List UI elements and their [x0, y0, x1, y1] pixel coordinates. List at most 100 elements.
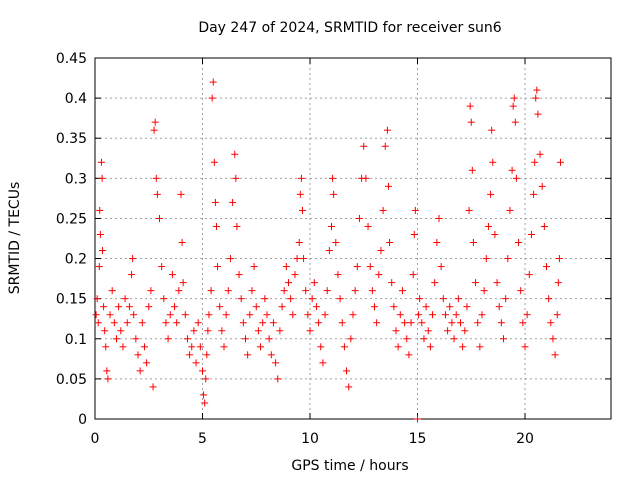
data-point [244, 351, 252, 359]
data-point [125, 303, 133, 311]
data-point [194, 319, 202, 327]
data-point [510, 94, 518, 102]
data-point [204, 327, 212, 335]
data-point [375, 271, 383, 279]
data-point [160, 295, 168, 303]
data-point [106, 311, 114, 319]
data-point [259, 319, 267, 327]
data-point [190, 327, 198, 335]
data-point [448, 319, 456, 327]
data-point [355, 214, 363, 222]
data-point [457, 319, 464, 327]
data-point [93, 295, 101, 303]
x-axis: 0 5 10 15 20 [91, 58, 534, 447]
data-point [424, 327, 432, 335]
y-tick-label: 0.05 [56, 372, 87, 388]
data-point [472, 279, 480, 287]
data-point [392, 327, 400, 335]
data-point [312, 303, 320, 311]
data-point [99, 247, 107, 255]
data-point [156, 214, 163, 222]
data-point [104, 375, 112, 383]
data-point [200, 391, 208, 399]
data-point [196, 343, 204, 351]
data-point [364, 222, 372, 230]
data-point [218, 327, 226, 335]
data-point [323, 287, 331, 295]
data-point [420, 335, 428, 343]
data-point [532, 94, 540, 102]
data-point [164, 335, 172, 343]
data-point [540, 222, 548, 230]
data-point [229, 198, 237, 206]
data-point [117, 327, 125, 335]
data-point [547, 319, 555, 327]
data-point [96, 206, 104, 214]
data-point [368, 287, 376, 295]
data-point [201, 399, 209, 407]
data-point [476, 343, 484, 351]
data-point [487, 190, 495, 198]
data-point [373, 319, 381, 327]
data-point [171, 303, 179, 311]
y-tick-label: 0.25 [56, 211, 87, 227]
data-point [265, 335, 273, 343]
data-point [530, 190, 538, 198]
data-point [222, 311, 230, 319]
data-point [551, 351, 559, 359]
y-tick-label: 0.45 [56, 51, 87, 67]
data-point [360, 142, 368, 150]
data-point [269, 319, 277, 327]
grid [95, 58, 611, 419]
y-tick-label: 0.35 [56, 131, 87, 147]
data-point [232, 174, 240, 182]
data-point [211, 198, 219, 206]
data-point [478, 311, 486, 319]
x-tick-label: 15 [409, 431, 427, 447]
data-point [525, 271, 533, 279]
data-point [351, 287, 359, 295]
data-point [509, 102, 517, 110]
data-point [175, 287, 183, 295]
data-point [480, 287, 488, 295]
data-point [293, 255, 301, 263]
data-point [282, 263, 290, 271]
data-point [415, 311, 423, 319]
data-point [263, 311, 271, 319]
data-point [377, 247, 385, 255]
data-point [534, 110, 542, 118]
data-point [130, 311, 138, 319]
data-point [173, 319, 181, 327]
data-point [452, 311, 460, 319]
data-point [465, 206, 473, 214]
data-point [153, 190, 161, 198]
data-point [384, 182, 392, 190]
data-point [248, 287, 256, 295]
data-point [128, 271, 136, 279]
data-point [554, 279, 562, 287]
data-point [100, 303, 108, 311]
y-tick-label: 0.1 [65, 332, 87, 348]
data-point [289, 311, 297, 319]
data-point [254, 327, 262, 335]
data-point [203, 351, 211, 359]
data-point [512, 174, 520, 182]
data-point [416, 295, 424, 303]
data-point [186, 351, 194, 359]
data-point [212, 222, 220, 230]
data-point [250, 263, 258, 271]
data-point [208, 94, 216, 102]
data-point [183, 335, 191, 343]
data-point [521, 343, 529, 351]
data-point [366, 263, 374, 271]
data-point [411, 206, 419, 214]
y-tick-label: 0.3 [65, 171, 87, 187]
data-point [151, 118, 159, 126]
y-tick-label: 0.4 [65, 91, 87, 107]
data-point [295, 239, 303, 247]
data-point [315, 319, 323, 327]
data-point [207, 287, 215, 295]
data-point [488, 126, 496, 134]
data-point [129, 255, 137, 263]
data-point [267, 351, 275, 359]
